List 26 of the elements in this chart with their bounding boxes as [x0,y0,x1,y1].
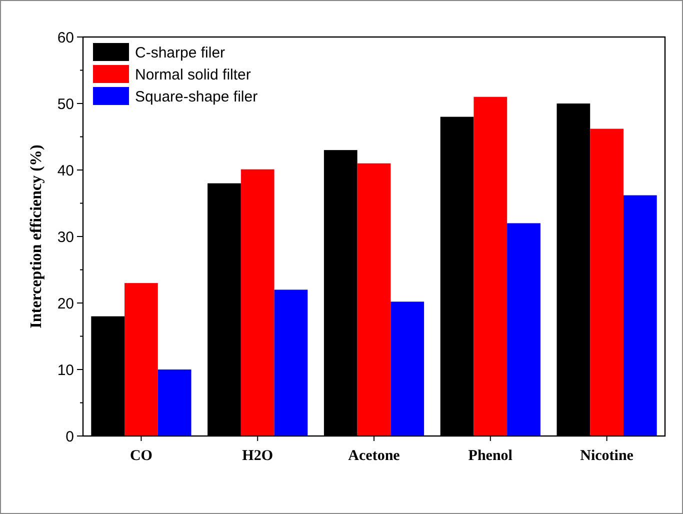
y-axis-title: Interception efficiency (%) [28,144,45,328]
bar [474,96,508,436]
bar [390,302,424,436]
bar [590,128,624,436]
y-tick-label: 40 [57,162,74,180]
bar [623,195,657,436]
y-tick-label: 10 [57,362,74,379]
y-tick-label: 20 [57,295,74,312]
x-tick-label: Acetone [348,448,400,464]
y-tick-label: 0 [66,428,74,446]
legend-label: Normal solid filter [135,66,251,84]
legend-label: C-sharpe filer [135,44,226,62]
bar [357,163,391,436]
x-tick-label: Nicotine [580,448,634,464]
legend-label: Square-shape filer [135,88,258,106]
bar [240,169,274,436]
bar [158,370,192,436]
x-tick-label: CO [130,448,152,464]
bar [124,283,158,436]
y-tick-label: 60 [57,29,74,46]
y-tick-label: 50 [57,96,74,113]
x-tick-label: Phenol [468,448,512,464]
y-tick-label: 30 [57,228,74,246]
x-tick-label: H2O [242,448,274,464]
bar [274,290,308,436]
bar [507,223,540,436]
